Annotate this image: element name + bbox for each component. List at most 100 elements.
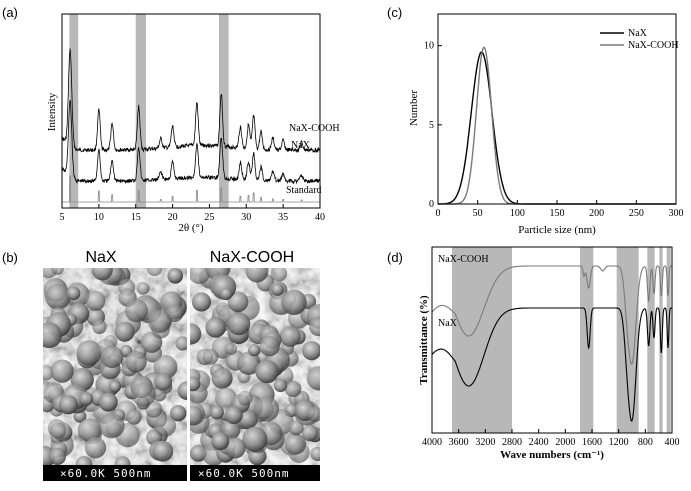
sem-nax-grain [108,380,122,393]
sem-nax-grain [125,299,149,323]
ftir-frame [431,246,673,434]
psd-xticklabel-250: 250 [629,208,644,219]
sem-naxcooh-grain [301,424,319,442]
psd-xticklabel-150: 150 [550,208,565,219]
sem-naxcooh-grain [307,406,320,422]
xrd-label-standard: Standard [286,185,322,196]
sem-nax-grain [177,381,187,400]
sem-naxcooh-grain [245,268,269,283]
xrd-xlabel: 2θ (°) [178,222,204,234]
psd-lines [438,46,676,205]
psd-legend-naxcooh: NaX-COOH [628,40,679,51]
ftir-ticklabel-4000: 4000 [422,437,442,448]
psd-xticklabel-50: 50 [473,208,483,219]
xrd-chart: 5 10 15 20 25 30 35 40 NaX-COOH NaX Standard 2θ… [46,13,340,234]
psd-xticklabel-0: 0 [436,208,441,219]
xrd-ylabel: Intensity [46,92,58,131]
sem-nax-grain [66,286,81,301]
sem-naxcooh-grain [227,291,249,313]
sem-nax-grain [85,290,106,311]
sem-naxcooh-grain [211,432,230,451]
sem-nax-grain [170,405,187,422]
xrd-ticklabel-25: 25 [204,212,214,223]
psd-yticklabel-5: 5 [429,120,434,131]
sem-nax-grain [84,437,107,459]
xrd-ticklabel-40: 40 [315,212,325,223]
xrd-ticklabel-30: 30 [241,212,251,223]
xrd-line-nax [61,99,321,185]
sem-naxcooh-grain [202,348,219,365]
sem-nax-grain [126,409,142,425]
psd-legend-nax: NaX [628,28,648,39]
sem-naxcooh-grain [224,405,243,425]
sem-nax-grain [100,345,124,369]
sem-naxcooh-grain [227,312,251,336]
ftir-line-nax [431,307,672,422]
sem-image-nax: ×60.0K 500nm [43,268,187,481]
sem-nax-grain [91,268,113,281]
sem-nax-grain [131,382,156,407]
psd-chart: 0 50 100 150 200 250 300 0 5 10 NaX NaX-COOH Part… [408,13,684,236]
sem-naxcooh-grain [190,376,201,392]
sem-naxcooh-grain [237,390,253,406]
panel-label-d: (d) [387,250,403,265]
sem-naxcooh-grain [220,287,233,301]
psd-ylabel: Number [408,90,420,126]
sem-nax-grain [58,395,78,415]
sem-naxcooh-grain [284,433,307,455]
sem-naxcooh-grain [271,283,284,296]
sem-naxcooh-grain [248,344,261,357]
sem-nax-grain [48,447,67,465]
ftir-line-nax-cooh [431,265,672,365]
xrd-ticklabel-35: 35 [278,212,288,223]
ftir-ylabel: Transmittance (%) [418,295,430,385]
sem-nax-grain [148,309,172,334]
sem-nax-grain [51,268,64,275]
sem-nax-grain [114,321,135,342]
ftir-lines [431,265,672,422]
sem-naxcooh-grain [273,378,288,393]
sem-nax-grain [76,340,102,366]
xrd-ticklabel-15: 15 [131,212,141,223]
sem-nax-grain [77,418,102,442]
ftir-ticks: 4000 3600 3200 2800 2400 2000 1600 1200 800 400 [422,429,680,448]
ftir-label-naxcooh: NaX-COOH [438,254,489,265]
sem-naxcooh-grain [309,316,320,337]
sem-naxcooh-grain [237,351,261,375]
psd-xlabel: Particle size (nm) [518,224,596,236]
ftir-ticklabel-2000: 2000 [555,437,575,448]
sem-nax-grain [45,283,71,310]
panel-label-c: (c) [387,5,402,20]
sem-naxcooh-grain [224,342,238,355]
ftir-ticklabel-3600: 3600 [449,437,469,448]
sem-scale-nax: ×60.0K 500nm [60,467,151,480]
sem-nax-grain [154,372,173,391]
ftir-ticklabel-400: 400 [665,437,680,448]
xrd-lines [61,48,321,203]
ftir-ticklabel-3200: 3200 [475,437,495,448]
psd-xticklabel-100: 100 [510,208,525,219]
sem-naxcooh-grain [224,437,246,459]
sem-nax-grain [50,359,74,383]
sem-naxcooh-grain [284,380,302,398]
xrd-shaded-regions [69,14,229,208]
sem-naxcooh-grain [253,396,280,422]
psd-yticklabel-10: 10 [424,41,434,52]
psd-xticklabel-300: 300 [669,208,684,219]
sem-naxcooh-grain [259,335,280,357]
sem-naxcooh-grain [279,325,301,347]
sem-naxcooh-grain [211,367,233,389]
sem-naxcooh-grain [190,268,211,285]
sem-naxcooh-grain [288,420,304,436]
sem-nax-grain [125,350,147,373]
sem-nax-grain [152,440,174,462]
sem-nax-grain [79,391,94,406]
sem-naxcooh-grain [255,360,279,384]
panel-label-b: (b) [2,250,18,265]
sem-nax-grain [167,268,183,284]
psd-yticklabel-0: 0 [429,199,434,210]
psd-line-nax [438,51,676,205]
ftir-chart: 4000 3600 3200 2800 2400 2000 1600 1200 800 400 N… [418,246,680,461]
sem-naxcooh-grain [302,341,320,361]
ftir-shade-3 [647,247,655,433]
